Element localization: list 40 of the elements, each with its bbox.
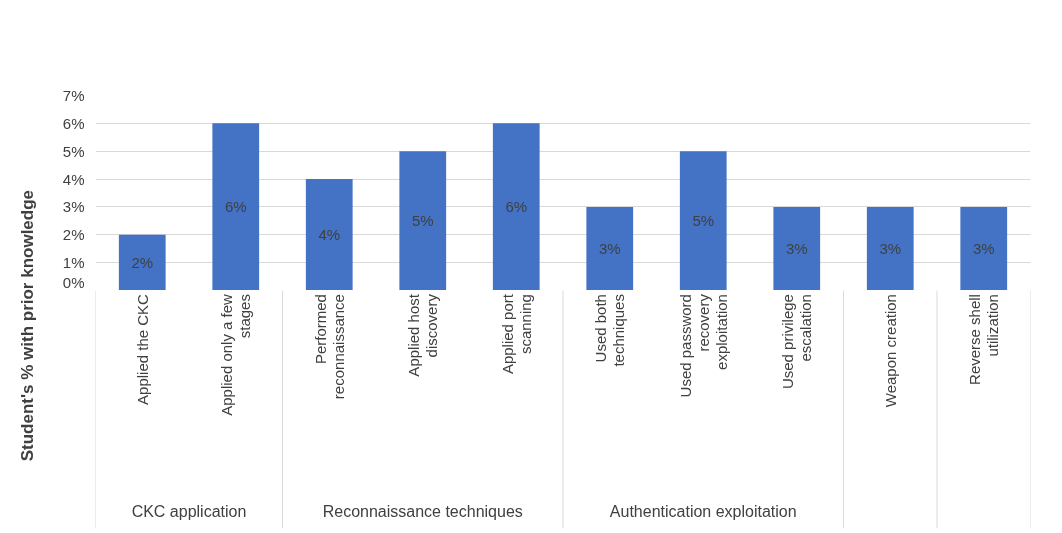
bar <box>118 234 166 290</box>
y-tick-label: 1% <box>62 254 85 272</box>
y-tick-label: 4% <box>62 170 85 188</box>
x-tick-label: Applied host discovery <box>405 293 441 377</box>
data-label: 5% <box>692 212 715 230</box>
data-label: 6% <box>224 198 247 216</box>
bar <box>866 206 914 290</box>
y-tick-label: 3% <box>62 198 85 216</box>
bar <box>305 179 353 290</box>
y-tick-label: 5% <box>62 142 85 160</box>
x-tick-label: Used password recovery exploitation <box>676 293 730 398</box>
text: Reconnaissance techniques <box>322 503 523 521</box>
x-tick-label: Reverse shell utilization <box>966 294 1002 385</box>
y-tick-label: 7% <box>62 87 85 104</box>
x-tick-label: Used both techniques <box>592 294 628 367</box>
bar <box>773 206 821 290</box>
data-label: 4% <box>318 226 341 244</box>
text: Authentication exploitation <box>609 503 797 521</box>
x-tick-label: Weapon creation <box>881 294 899 408</box>
x-tick-label: Applied the CKC <box>133 293 151 405</box>
data-label: 3% <box>879 240 902 258</box>
bar <box>399 151 447 290</box>
y-tick-label: 6% <box>62 114 85 132</box>
data-label: 5% <box>411 212 434 230</box>
x-tick-label: Applied only a few stages <box>218 293 254 416</box>
y-axis-title: Student's % with prior knowledge <box>18 189 37 462</box>
bar <box>212 123 260 290</box>
bar <box>586 206 634 290</box>
bar <box>492 123 540 290</box>
y-tick-label: 0% <box>62 273 85 291</box>
x-tick-label: Applied port scanning <box>498 293 534 375</box>
bar <box>679 151 727 290</box>
bar <box>960 206 1008 290</box>
data-label: 3% <box>972 240 995 258</box>
text: CKC application <box>131 503 247 521</box>
y-tick-label: 2% <box>62 226 85 244</box>
data-label: 6% <box>505 198 528 216</box>
data-label: 2% <box>131 254 154 272</box>
data-label: 3% <box>598 240 621 258</box>
data-label: 3% <box>785 240 808 258</box>
